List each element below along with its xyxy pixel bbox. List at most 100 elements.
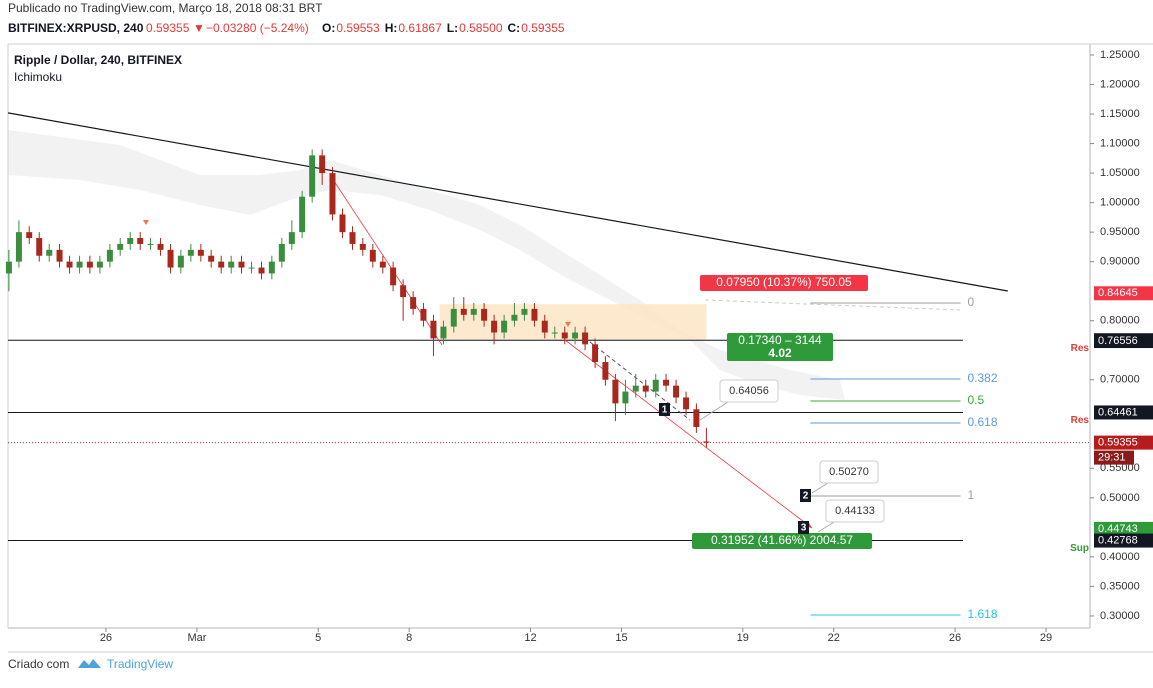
projection bbox=[589, 341, 691, 421]
measure-sub: 4.02 bbox=[768, 346, 792, 360]
y-tick-label: 1.25000 bbox=[1100, 49, 1140, 61]
candle-body bbox=[400, 285, 407, 298]
x-tick-label: 5 bbox=[315, 632, 321, 644]
candle-body bbox=[379, 261, 386, 268]
price-tag bbox=[1094, 286, 1153, 301]
callout-pointer bbox=[811, 482, 829, 494]
candle-body bbox=[430, 320, 437, 339]
projection bbox=[704, 299, 961, 311]
candle-body bbox=[521, 308, 528, 315]
candle-body bbox=[359, 243, 366, 250]
candle-body bbox=[329, 173, 336, 215]
fib-label: 0 bbox=[968, 295, 975, 309]
y-tick-label: 1.15000 bbox=[1100, 108, 1140, 120]
y-tick-label: 0.30000 bbox=[1100, 610, 1140, 622]
ohlc-label: H: bbox=[385, 21, 398, 35]
marker-text: 1 bbox=[662, 405, 668, 416]
x-tick-label: 15 bbox=[615, 632, 627, 644]
candle-body bbox=[673, 385, 680, 398]
ichimoku-cloud bbox=[8, 130, 845, 400]
candle-body bbox=[299, 196, 306, 233]
candle-body bbox=[137, 238, 144, 244]
candle-body bbox=[218, 261, 225, 268]
fib-label: 0.618 bbox=[968, 415, 998, 429]
candle-body bbox=[157, 243, 164, 250]
y-tick-label: 1.10000 bbox=[1100, 137, 1140, 149]
candle-body bbox=[339, 214, 346, 233]
footer-brand[interactable]: TradingView bbox=[107, 657, 173, 671]
candle-body bbox=[642, 385, 649, 392]
candle-body bbox=[46, 249, 53, 256]
fib-label: 0.382 bbox=[968, 371, 998, 385]
candle-body bbox=[26, 232, 33, 239]
y-tick-label: 0.50000 bbox=[1100, 492, 1140, 504]
level-label: Res bbox=[1071, 415, 1090, 426]
candle-body bbox=[460, 308, 467, 315]
x-tick-label: 19 bbox=[737, 632, 749, 644]
candle-body bbox=[511, 314, 518, 321]
marker-text: 2 bbox=[803, 491, 809, 502]
candle-body bbox=[349, 232, 356, 244]
level-label: Res bbox=[1071, 343, 1090, 354]
candle-body bbox=[693, 409, 700, 427]
candle-body bbox=[319, 155, 326, 174]
signal bbox=[143, 220, 149, 225]
candle-body bbox=[268, 261, 275, 274]
price-tag bbox=[1094, 533, 1153, 548]
measure-text: 0.17340 – 3144 bbox=[738, 333, 822, 347]
candle-body bbox=[15, 232, 22, 262]
ohlc-value: 0.58500 bbox=[459, 21, 503, 35]
candle-body bbox=[36, 238, 43, 256]
candle-body bbox=[632, 385, 639, 392]
candle-body bbox=[531, 308, 538, 321]
marker-box bbox=[800, 489, 811, 502]
candle-body bbox=[602, 362, 609, 380]
ohlc-label: O: bbox=[322, 21, 335, 35]
candle-body bbox=[258, 267, 265, 274]
candle-body bbox=[127, 238, 134, 244]
y-tick-label: 0.35000 bbox=[1100, 580, 1140, 592]
candle-body bbox=[410, 297, 417, 309]
y-tick-label: 0.90000 bbox=[1100, 256, 1140, 268]
price-tag bbox=[1094, 435, 1153, 450]
logo bbox=[78, 659, 101, 668]
x-tick-label: 8 bbox=[406, 632, 412, 644]
candle-body bbox=[440, 326, 447, 339]
ohlc-value: 0.59553 bbox=[336, 21, 380, 35]
y-tick-label: 0.70000 bbox=[1100, 374, 1140, 386]
ohlc-label: C: bbox=[508, 21, 521, 35]
candle-body bbox=[572, 332, 579, 339]
marker-box bbox=[659, 403, 670, 416]
measure-box bbox=[700, 275, 868, 291]
candle-body bbox=[309, 155, 316, 197]
callout-text: 0.64056 bbox=[729, 385, 769, 397]
indicator: Ichimoku bbox=[14, 70, 62, 84]
candle-body bbox=[561, 332, 568, 339]
x-tick-label: 22 bbox=[828, 632, 840, 644]
candle-body bbox=[470, 308, 477, 315]
candle-body bbox=[501, 320, 508, 333]
price-tag-label: 0.42768 bbox=[1098, 534, 1138, 546]
y-tick-label: 0.95000 bbox=[1100, 226, 1140, 238]
candle-body bbox=[369, 249, 376, 262]
candle-body bbox=[592, 344, 599, 363]
candle-body bbox=[66, 261, 73, 268]
fib-label: 1.618 bbox=[968, 607, 998, 621]
callout-box bbox=[825, 499, 885, 523]
fib-label: 0.5 bbox=[968, 393, 985, 407]
candle-body bbox=[582, 332, 589, 345]
published: Publicado no TradingView.com, Março 18, … bbox=[8, 1, 323, 15]
candle-body bbox=[541, 320, 548, 333]
last-price: 0.59355 bbox=[146, 21, 190, 35]
candle-body bbox=[106, 249, 113, 262]
x-tick-label: 26 bbox=[100, 632, 112, 644]
y-tick-label: 0.80000 bbox=[1100, 315, 1140, 327]
candle-body bbox=[56, 249, 63, 262]
candle-body bbox=[652, 379, 659, 392]
candle-body bbox=[117, 243, 124, 250]
candle-body bbox=[450, 308, 457, 327]
candle-body bbox=[288, 232, 295, 244]
price-tag-label: 0.76556 bbox=[1098, 335, 1138, 347]
change-arrow: ▼ bbox=[193, 21, 205, 35]
